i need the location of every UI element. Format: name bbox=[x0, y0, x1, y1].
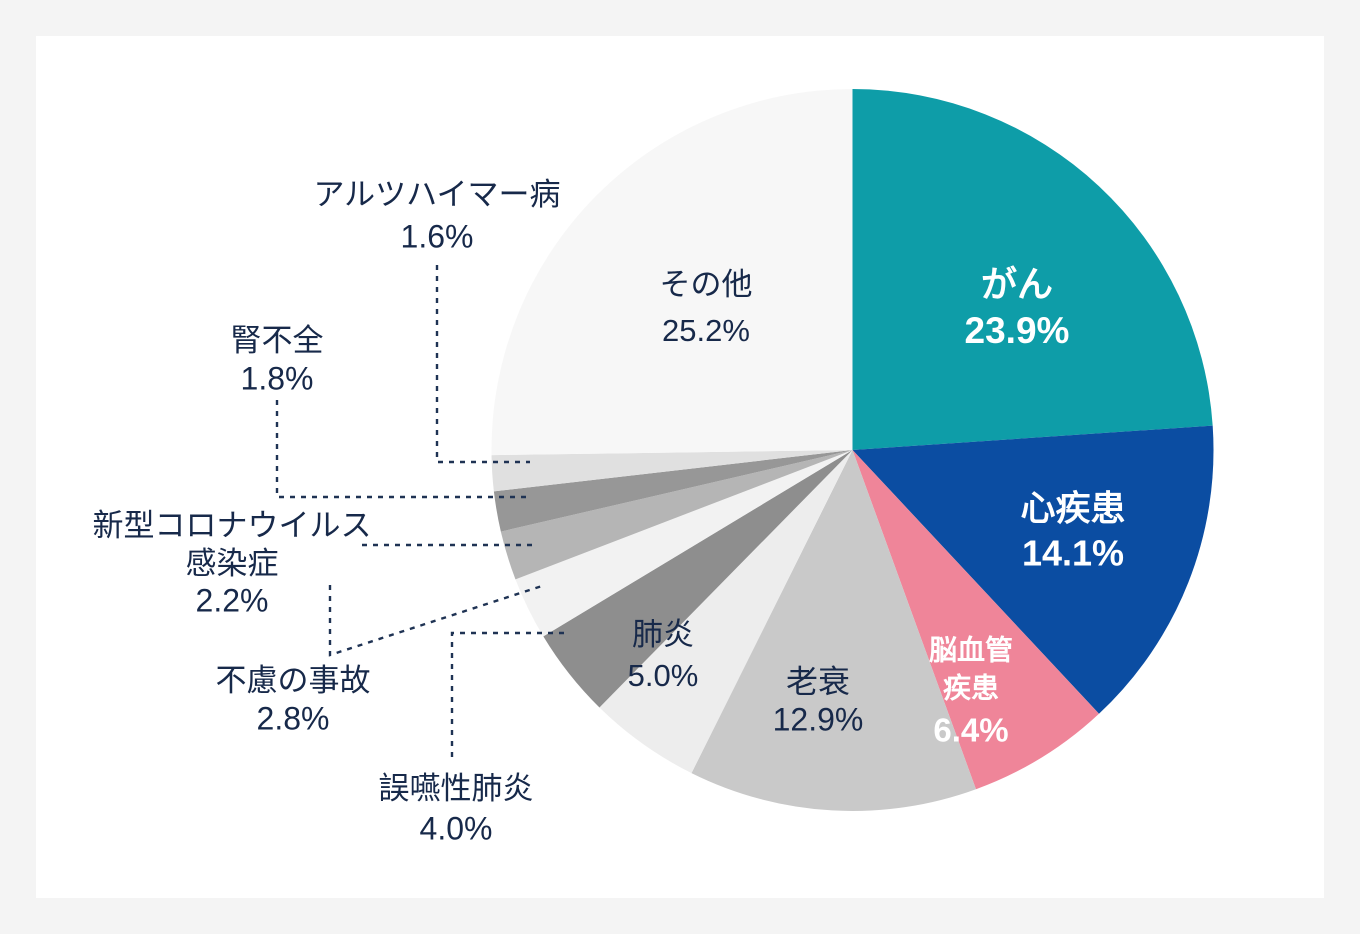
label-heart-disease-pct: 14.1% bbox=[1022, 533, 1124, 574]
inside-labels-group: がん 23.9% 心疾患 14.1% 脳血管 疾患 6.4% 老衰 12.9% … bbox=[628, 264, 1126, 749]
label-other-name: その他 bbox=[660, 267, 753, 302]
label-cancer-name: がん bbox=[981, 264, 1053, 305]
label-other-pct: 25.2% bbox=[662, 313, 750, 348]
pie-slices-group bbox=[491, 89, 1214, 812]
label-accidents-name: 不慮の事故 bbox=[216, 663, 371, 698]
label-pneumonia-name: 肺炎 bbox=[632, 617, 694, 652]
label-covid19-pct: 2.2% bbox=[196, 582, 269, 618]
pie-slice-1 bbox=[852, 89, 1213, 450]
label-cerebrovascular-pct: 6.4% bbox=[933, 712, 1008, 749]
label-alzheimer-pct: 1.6% bbox=[401, 218, 474, 254]
label-covid19-name-line1: 新型コロナウイルス bbox=[93, 508, 372, 543]
outside-labels-group: アルツハイマー病 1.6% 腎不全 1.8% 新型コロナウイルス 感染症 2.2… bbox=[93, 177, 561, 846]
pie-slice-2 bbox=[852, 425, 1214, 714]
label-kidney-failure-name: 腎不全 bbox=[231, 323, 324, 358]
label-covid19-name-line2: 感染症 bbox=[186, 546, 279, 581]
pie-slice-5 bbox=[599, 450, 853, 774]
label-accidents-pct: 2.8% bbox=[257, 700, 330, 736]
label-senility-pct: 12.9% bbox=[773, 701, 864, 737]
pie-slice-11 bbox=[491, 89, 853, 456]
pie-slice-6 bbox=[543, 450, 853, 708]
leader-line-accidents bbox=[328, 583, 546, 657]
leader-lines-group bbox=[275, 265, 570, 757]
label-senility-name: 老衰 bbox=[786, 663, 850, 699]
label-heart-disease-name: 心疾患 bbox=[1020, 489, 1125, 528]
label-alzheimer-name: アルツハイマー病 bbox=[313, 177, 560, 212]
pie-slice-8 bbox=[500, 450, 853, 580]
label-aspiration-pneumonia-name: 誤嚥性肺炎 bbox=[379, 771, 534, 806]
label-cerebrovascular-name-line1: 脳血管 bbox=[929, 633, 1013, 665]
label-pneumonia-pct: 5.0% bbox=[628, 658, 699, 693]
label-cerebrovascular-name-line2: 疾患 bbox=[943, 671, 999, 703]
pie-slice-9 bbox=[493, 450, 853, 532]
label-cancer-pct: 23.9% bbox=[965, 310, 1070, 351]
label-aspiration-pneumonia-pct: 4.0% bbox=[420, 810, 493, 846]
pie-slice-4 bbox=[691, 450, 976, 812]
pie-slice-3 bbox=[852, 450, 1099, 790]
leader-line-kidney-failure bbox=[275, 400, 527, 499]
label-kidney-failure-pct: 1.8% bbox=[241, 360, 314, 396]
pie-slice-7 bbox=[515, 450, 853, 637]
pie-slice-10 bbox=[491, 450, 853, 492]
leader-line-aspiration-pneumonia bbox=[450, 631, 570, 757]
